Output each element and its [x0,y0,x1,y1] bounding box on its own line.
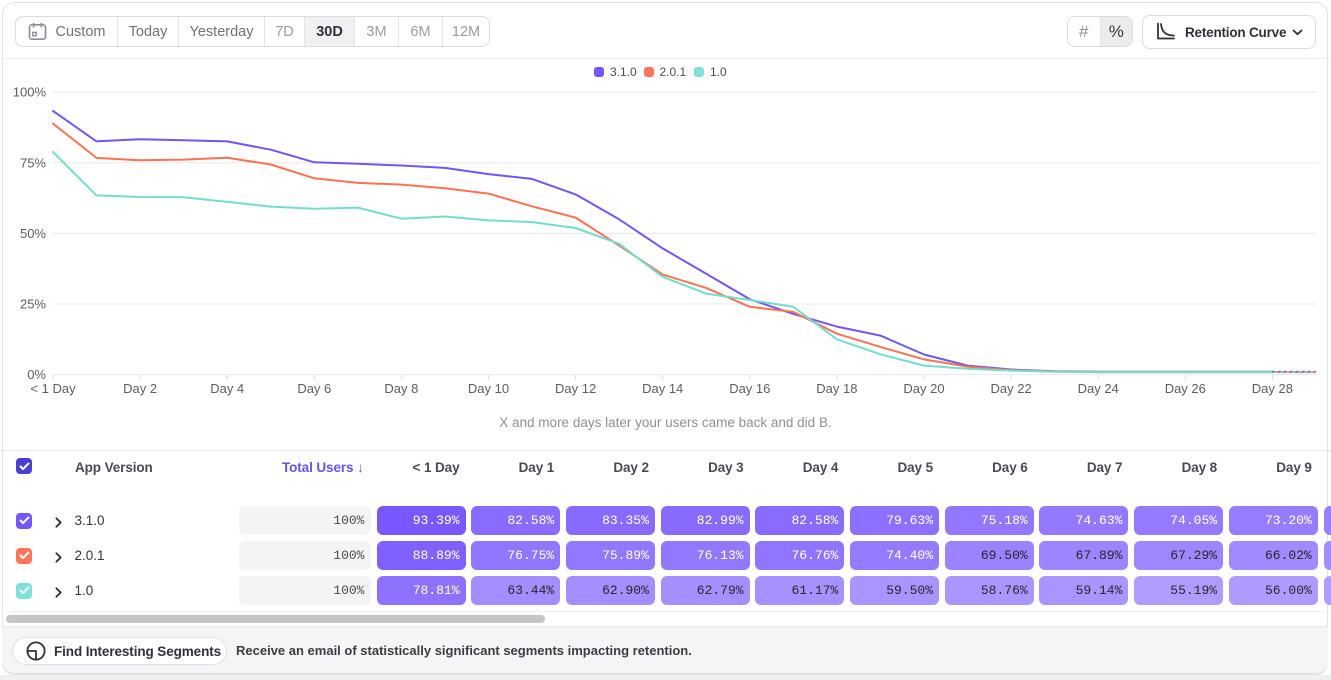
svg-text:Day 22: Day 22 [990,381,1031,396]
svg-text:0%: 0% [27,367,46,382]
svg-text:Day 28: Day 28 [1252,381,1293,396]
svg-text:25%: 25% [20,297,46,312]
svg-text:Day 4: Day 4 [210,381,244,396]
svg-text:Day 12: Day 12 [555,381,596,396]
svg-text:Day 8: Day 8 [384,381,418,396]
svg-text:75%: 75% [20,155,46,170]
svg-text:Day 2: Day 2 [123,381,157,396]
svg-text:Day 26: Day 26 [1165,381,1206,396]
svg-text:100%: 100% [13,85,47,100]
svg-text:Day 16: Day 16 [729,381,770,396]
svg-text:Day 14: Day 14 [642,381,683,396]
svg-text:Day 18: Day 18 [816,381,857,396]
svg-text:< 1 Day: < 1 Day [30,381,76,396]
svg-text:Day 6: Day 6 [297,381,331,396]
svg-text:Day 10: Day 10 [468,381,509,396]
svg-text:Day 20: Day 20 [903,381,944,396]
svg-text:50%: 50% [20,226,46,241]
svg-text:Day 24: Day 24 [1078,381,1119,396]
